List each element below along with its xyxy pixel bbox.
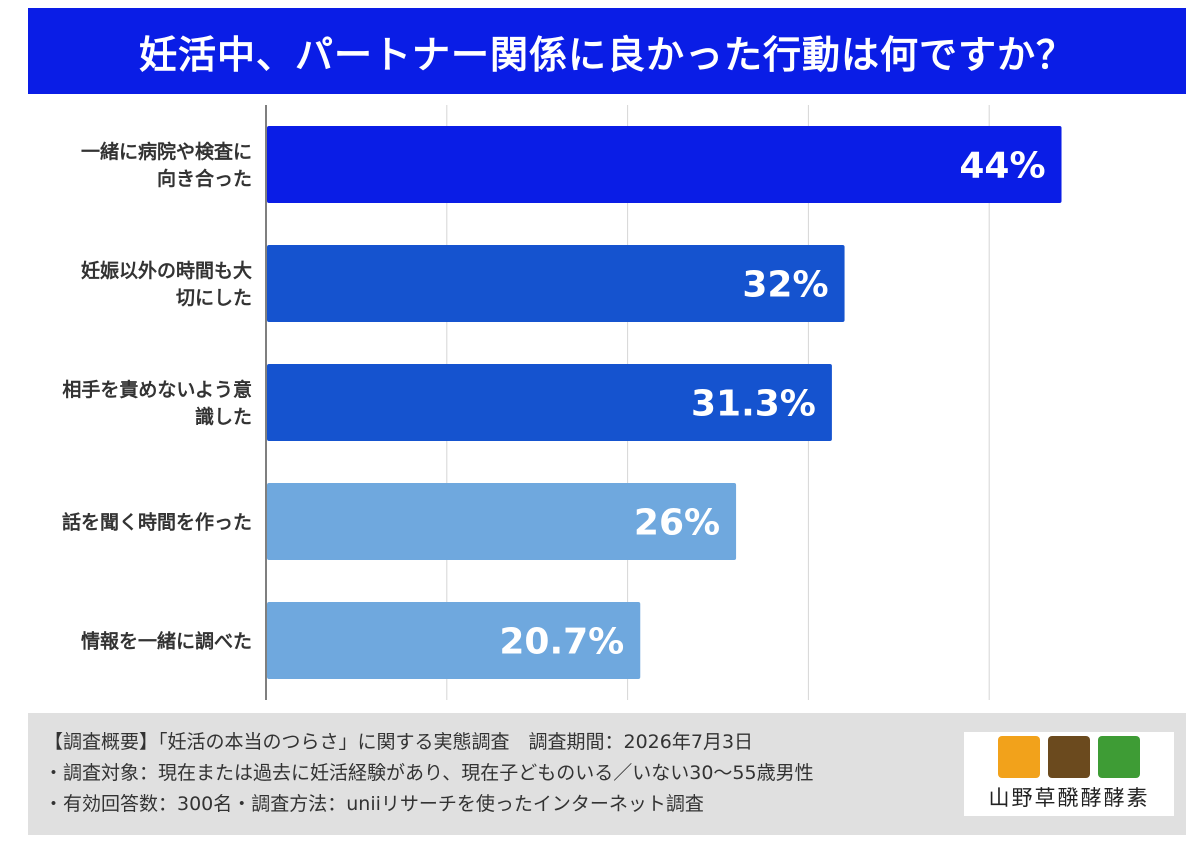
bar	[267, 364, 832, 441]
category-label: 情報を一緒に調べた	[81, 630, 252, 653]
category-label: 相手を責めないよう意識した	[62, 378, 252, 428]
logo-mark-brown-icon	[1048, 736, 1090, 778]
bar-chart: 一緒に病院や検査に向き合った妊娠以外の時間も大切にした相手を責めないよう意識した…	[62, 105, 1062, 700]
logo-icons	[964, 736, 1174, 780]
bar-value-label: 20.7%	[499, 622, 624, 663]
bar-value-label: 31.3%	[691, 384, 816, 425]
category-label: 話を聞く時間を作った	[62, 511, 252, 534]
value-labels: 44% 32% 31.3% 26% 20.7%	[499, 146, 1045, 663]
survey-target-line: ・調査対象：現在または過去に妊活経験があり、現在子どものいる／いない30〜55歳…	[44, 762, 814, 784]
survey-summary-text: 【調査概要】「妊活の本当のつらさ」に関する実態調査 調査期間：2026年7月3日…	[44, 727, 814, 820]
bar-value-label: 26%	[634, 503, 720, 544]
bar	[267, 126, 1062, 203]
survey-summary: 【調査概要】「妊活の本当のつらさ」に関する実態調査 調査期間：2026年7月3日…	[28, 713, 1186, 835]
chart-title-bar: 妊活中、パートナー関係に良かった行動は何ですか？	[28, 8, 1186, 94]
logo-mark-orange-icon	[998, 736, 1040, 778]
bar-value-label: 44%	[959, 146, 1045, 187]
bar	[267, 483, 737, 560]
brand-logo: 山野草醗酵酵素	[964, 732, 1174, 816]
bar	[267, 245, 845, 322]
logo-mark-green-icon	[1098, 736, 1140, 778]
bar-value-label: 32%	[742, 265, 828, 306]
bar	[267, 602, 641, 679]
category-label: 一緒に病院や検査に向き合った	[81, 140, 252, 190]
category-labels: 一緒に病院や検査に向き合った妊娠以外の時間も大切にした相手を責めないよう意識した…	[62, 140, 252, 653]
survey-method-line: ・有効回答数：300名・調査方法：uniiリサーチを使ったインターネット調査	[44, 793, 704, 815]
category-label: 妊娠以外の時間も大切にした	[81, 259, 252, 309]
survey-overview-line: 【調査概要】「妊活の本当のつらさ」に関する実態調査 調査期間：2026年7月3日	[44, 731, 754, 753]
chart-title: 妊活中、パートナー関係に良かった行動は何ですか？	[138, 32, 1075, 77]
logo-text: 山野草醗酵酵素	[988, 786, 1150, 810]
bars	[267, 126, 1062, 679]
